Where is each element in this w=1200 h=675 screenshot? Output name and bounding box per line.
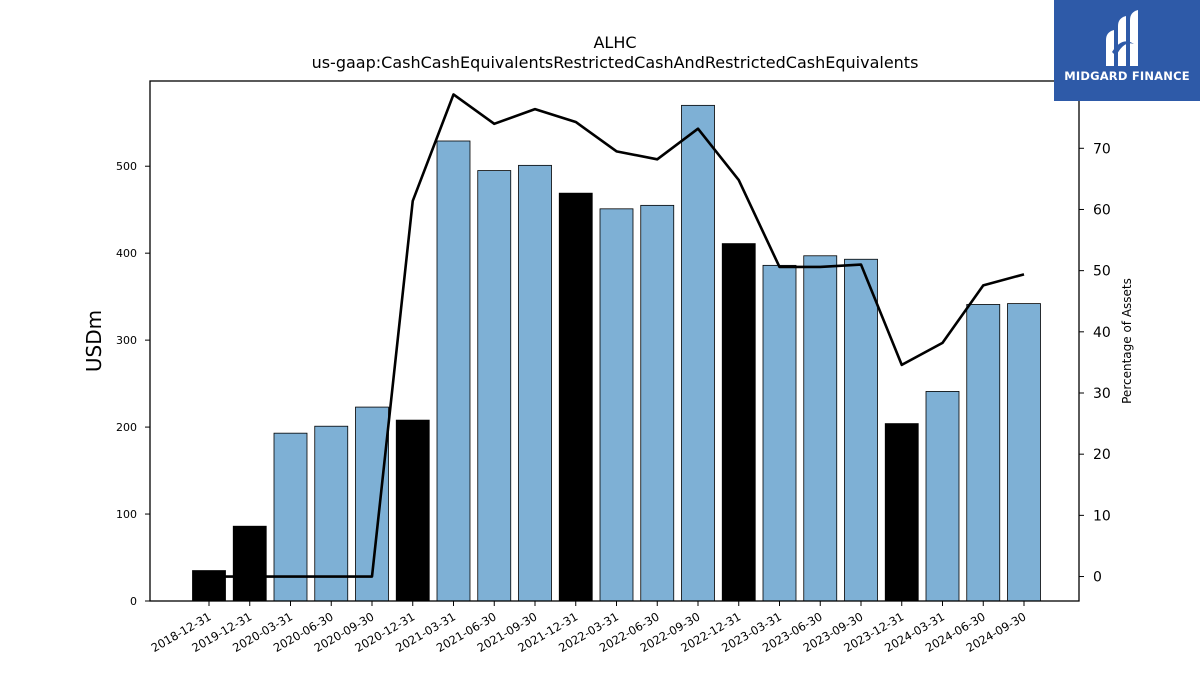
percentage-line [209, 93, 1025, 578]
plot-frame [149, 80, 1080, 602]
bar [518, 164, 552, 602]
line-series [209, 93, 1025, 578]
midgard-logo-icon [1106, 10, 1138, 66]
bar [966, 304, 1001, 602]
y-tick-label: 500 [116, 160, 137, 173]
chart-subtitle: us-gaap:CashCashEquivalentsRestrictedCas… [312, 53, 919, 72]
logo-text: MIDGARD FINANCE [1064, 69, 1190, 83]
y-tick-label: 300 [116, 334, 137, 347]
y2-tick-label: 0 [1093, 570, 1102, 586]
bar [395, 419, 430, 602]
bar [436, 140, 471, 602]
bar [681, 104, 715, 602]
bar [1007, 303, 1041, 602]
y2-tick-label: 10 [1093, 508, 1111, 524]
bar [721, 243, 756, 602]
y-axis-label: USDm [82, 310, 106, 372]
y-tick-label: 200 [116, 421, 137, 434]
y2-tick-label: 60 [1093, 202, 1111, 218]
bar [925, 391, 960, 602]
bar [762, 264, 797, 602]
y-tick-label: 100 [116, 508, 137, 521]
y2-tick-label: 20 [1093, 447, 1111, 463]
bar [884, 423, 919, 602]
bar [273, 432, 308, 602]
y2-tick-label: 30 [1093, 386, 1111, 402]
y2-tick-label: 50 [1093, 264, 1111, 280]
y2-tick-label: 70 [1093, 141, 1111, 157]
bar [640, 204, 675, 602]
y2-tick-label: 40 [1093, 325, 1111, 341]
bar [477, 170, 512, 602]
bar [558, 192, 593, 602]
bar-series [192, 104, 1041, 602]
bar [803, 255, 838, 602]
bar [314, 425, 349, 602]
y-tick-label: 400 [116, 247, 137, 260]
chart-title: ALHC [593, 33, 636, 52]
bar [192, 570, 226, 602]
brand-logo: MIDGARD FINANCE [1054, 0, 1200, 101]
bar [232, 525, 267, 602]
y-tick-label: 0 [130, 595, 137, 608]
bar [599, 208, 634, 602]
y2-axis-label: Percentage of Assets [1120, 278, 1134, 404]
bar [844, 258, 878, 602]
